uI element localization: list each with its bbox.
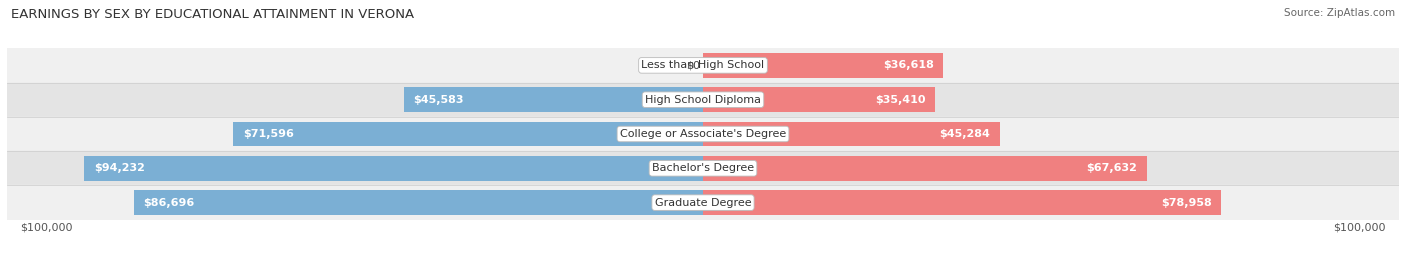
Bar — [703, 156, 1147, 181]
Text: Source: ZipAtlas.com: Source: ZipAtlas.com — [1284, 8, 1395, 18]
Bar — [7, 83, 1399, 117]
Text: Less than High School: Less than High School — [641, 60, 765, 70]
Text: $86,696: $86,696 — [143, 198, 195, 208]
Bar — [84, 156, 703, 181]
Text: $35,410: $35,410 — [875, 95, 925, 105]
Text: $36,618: $36,618 — [883, 60, 934, 70]
Bar — [7, 185, 1399, 220]
Text: $0: $0 — [686, 60, 700, 70]
Text: Bachelor's Degree: Bachelor's Degree — [652, 163, 754, 173]
Bar — [7, 151, 1399, 185]
Bar — [7, 48, 1399, 83]
Text: $94,232: $94,232 — [94, 163, 145, 173]
Text: $45,284: $45,284 — [939, 129, 990, 139]
Text: High School Diploma: High School Diploma — [645, 95, 761, 105]
Bar — [233, 122, 703, 146]
Text: $78,958: $78,958 — [1161, 198, 1212, 208]
Bar — [703, 190, 1222, 215]
Text: EARNINGS BY SEX BY EDUCATIONAL ATTAINMENT IN VERONA: EARNINGS BY SEX BY EDUCATIONAL ATTAINMEN… — [11, 8, 415, 21]
Text: Graduate Degree: Graduate Degree — [655, 198, 751, 208]
Text: $45,583: $45,583 — [413, 95, 464, 105]
Bar — [7, 117, 1399, 151]
Text: College or Associate's Degree: College or Associate's Degree — [620, 129, 786, 139]
Bar — [134, 190, 703, 215]
Bar — [703, 122, 1000, 146]
Bar — [404, 87, 703, 112]
Text: $67,632: $67,632 — [1087, 163, 1137, 173]
Bar — [703, 87, 935, 112]
Bar — [703, 53, 943, 78]
Text: $71,596: $71,596 — [243, 129, 294, 139]
